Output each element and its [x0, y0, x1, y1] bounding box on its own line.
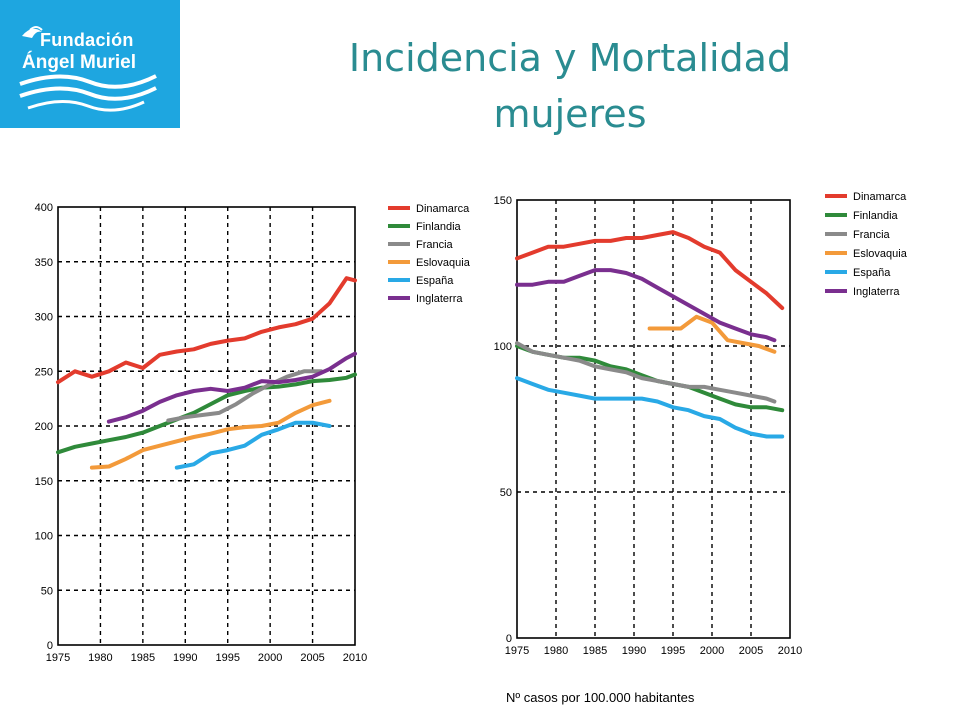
legend-label: Francia [416, 239, 454, 251]
x-tick-label: 2010 [778, 645, 802, 657]
x-tick-label: 1975 [505, 645, 529, 657]
x-tick-label: 1990 [173, 652, 197, 664]
page-title: Incidencia y Mortalidad mujeres [270, 30, 870, 142]
series-line-eslovaquia [647, 314, 777, 354]
legend-label: Inglaterra [416, 293, 463, 305]
x-tick-label: 1995 [215, 652, 239, 664]
series-line-francia [166, 369, 324, 423]
y-tick-label: 100 [494, 341, 512, 353]
logo-line-2: Ángel Muriel [22, 52, 137, 73]
x-tick-label: 1975 [46, 652, 70, 664]
series-line-eslovaquia [89, 398, 332, 470]
title-line-1: Incidencia y Mortalidad [348, 36, 792, 80]
y-tick-label: 300 [35, 312, 53, 324]
y-tick-label: 100 [35, 531, 53, 543]
series-line-finlandia [56, 372, 357, 455]
x-tick-label: 2000 [700, 645, 724, 657]
mortalidad-chart: 0 50 100 150 1975 1980 1985 1990 1995 2000 2005 201… [494, 191, 908, 657]
x-tick-label: 1980 [544, 645, 568, 657]
x-tick-label: 1990 [622, 645, 646, 657]
y-tick-label: 200 [35, 421, 53, 433]
x-tick-label: 2010 [343, 652, 367, 664]
y-tick-label: 0 [506, 633, 512, 645]
plot-frame [516, 199, 791, 639]
x-tick-label: 2000 [258, 652, 282, 664]
x-tick-label: 1985 [131, 652, 155, 664]
incidencia-chart: 0 50 100 150 200 250 300 350 400 1975 1980 1985 1990… [35, 202, 471, 664]
series-line-francia [515, 341, 777, 404]
legend-label: Dinamarca [416, 203, 470, 215]
y-tick-label: 0 [47, 640, 53, 652]
legend-label: Finlandia [416, 221, 462, 233]
legend-label: Inglaterra [853, 286, 900, 298]
legend-label: España [853, 267, 891, 279]
legend-label: Finlandia [853, 210, 899, 222]
y-tick-label: 50 [41, 585, 53, 597]
x-tick-label: 1995 [661, 645, 685, 657]
plot-frame [57, 206, 356, 646]
series-line-españa [174, 420, 332, 470]
title-line-2: mujeres [493, 92, 647, 136]
series-line-inglaterra [106, 351, 357, 424]
logo: Fundación Ángel Muriel [0, 0, 180, 128]
bird-wave-logo-icon [19, 26, 157, 112]
y-tick-label: 350 [35, 257, 53, 269]
x-tick-label: 1980 [88, 652, 112, 664]
series-line-inglaterra [515, 268, 777, 343]
series-line-españa [515, 376, 785, 439]
x-tick-label: 1985 [583, 645, 607, 657]
logo-line-1: Fundación [40, 30, 134, 50]
y-tick-label: 150 [494, 195, 512, 207]
legend-label: España [416, 275, 454, 287]
y-tick-label: 50 [500, 487, 512, 499]
y-tick-label: 150 [35, 476, 53, 488]
legend: Dinamarca Finlandia Francia Eslovaquia Españ… [388, 203, 471, 305]
x-tick-label: 2005 [300, 652, 324, 664]
legend-label: Dinamarca [853, 191, 907, 203]
legend-label: Eslovaquia [853, 248, 908, 260]
footnote: Nº casos por 100.000 habitantes [506, 690, 695, 705]
series-line-dinamarca [515, 230, 785, 310]
y-tick-label: 250 [35, 366, 53, 378]
y-tick-label: 400 [35, 202, 53, 214]
series-line-dinamarca [56, 276, 357, 385]
legend: Dinamarca Finlandia Francia Eslovaquia Españ… [825, 191, 908, 298]
x-tick-label: 2005 [739, 645, 763, 657]
legend-label: Eslovaquia [416, 257, 471, 269]
legend-label: Francia [853, 229, 891, 241]
